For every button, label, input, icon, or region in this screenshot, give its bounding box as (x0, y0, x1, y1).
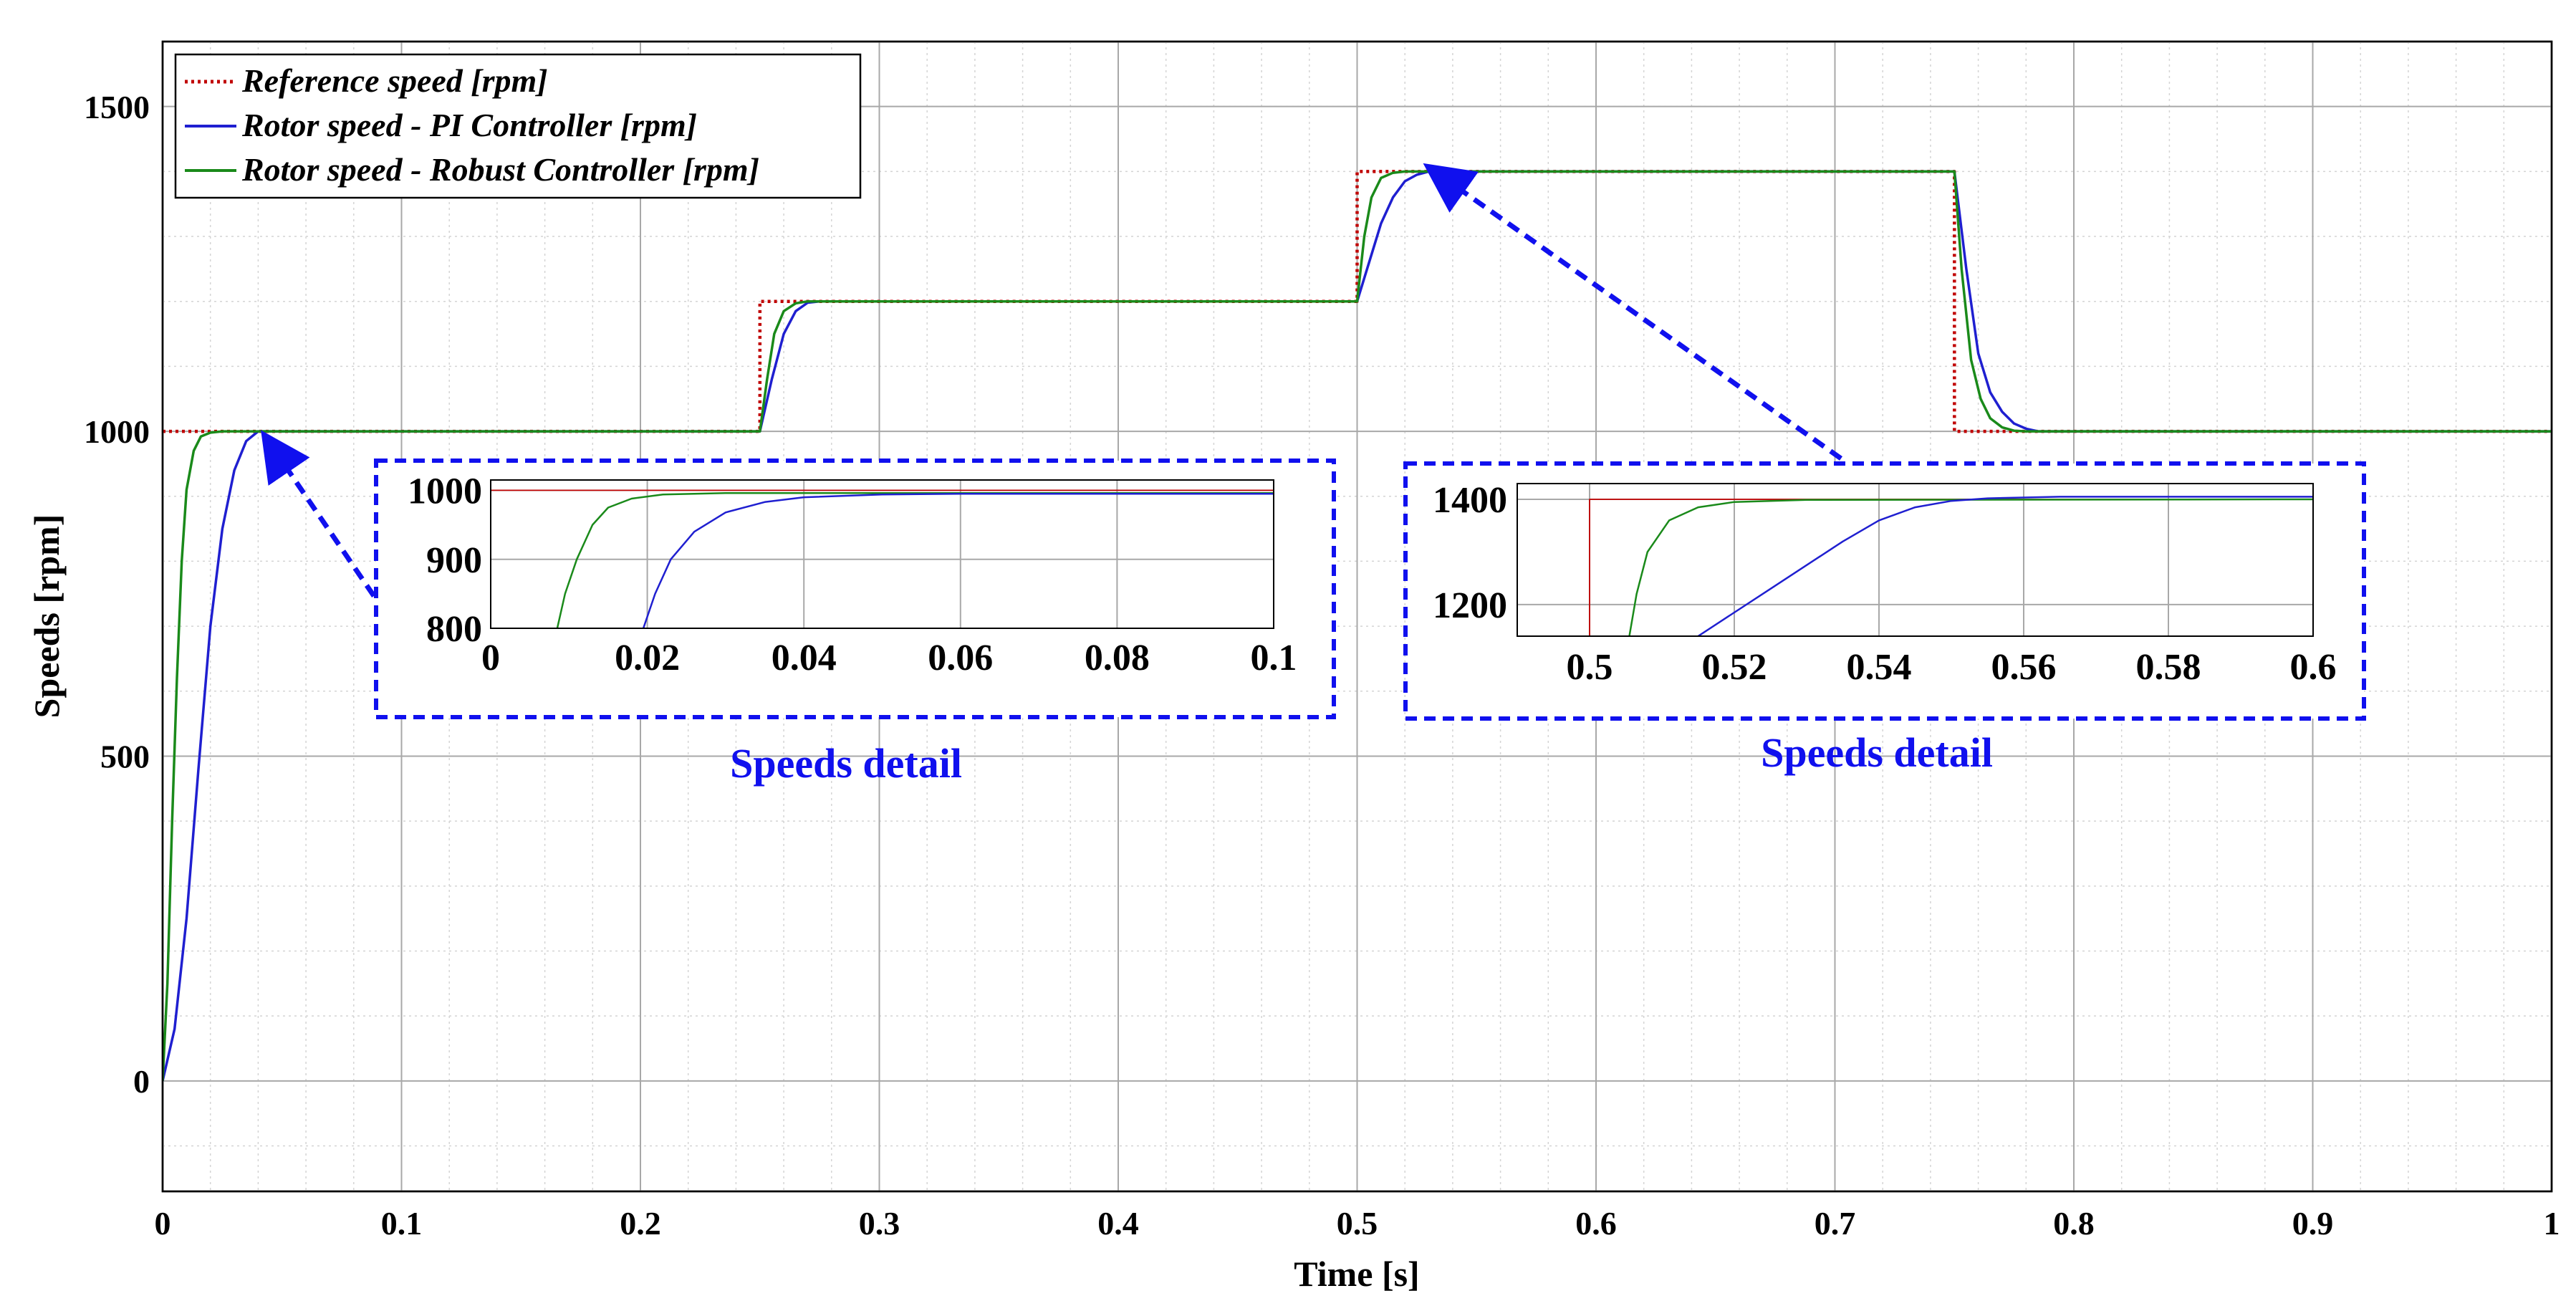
y-tick-label: 800 (426, 609, 482, 650)
legend: Reference speed [rpm] Rotor speed - PI C… (174, 53, 862, 199)
x-tick-label: 0.9 (2292, 1205, 2334, 1242)
x-tick-label: 0.1 (1251, 638, 1297, 678)
inset-left-plot-frame (490, 479, 1274, 629)
inset-left-x-tick-labels: 0 0.02 0.04 0.06 0.08 0.1 (481, 638, 1297, 678)
inset-left-series (491, 489, 1274, 628)
y-tick-label: 900 (426, 540, 482, 581)
main-y-tick-labels: 0 500 1000 1500 (84, 89, 150, 1100)
inset-right: 0.5 0.52 0.54 0.56 0.58 0.6 1200 1400 Speeds d… (1403, 461, 2366, 776)
inset-left-caption: Speeds detail (730, 740, 962, 787)
x-tick-label: 0.58 (2136, 647, 2201, 688)
x-axis-label: Time [s] (1294, 1254, 1419, 1294)
x-tick-label: 0.5 (1567, 647, 1613, 688)
y-tick-label: 1000 (84, 413, 150, 450)
x-tick-label: 0.02 (615, 638, 680, 678)
main-plot-border (161, 40, 2553, 1193)
x-tick-label: 0 (481, 638, 500, 678)
main-series (163, 170, 2552, 1082)
y-tick-label: 1500 (84, 89, 150, 125)
series-line-rotor-speed-robust-controller-rpm (163, 170, 2552, 1081)
x-tick-label: 0.56 (1991, 647, 2057, 688)
y-tick-label: 0 (133, 1063, 150, 1100)
inset-right-plot-border (1517, 483, 2314, 637)
x-tick-label: 0.54 (1847, 647, 1912, 688)
pointer-arrow-right (1423, 163, 1843, 461)
y-tick-label: 1000 (408, 471, 482, 512)
y-tick-label: 1400 (1433, 480, 1507, 521)
y-tick-label: 500 (100, 739, 150, 775)
inset-right-x-tick-labels: 0.5 0.52 0.54 0.56 0.58 0.6 (1567, 647, 2337, 688)
inset-left-plot-border (490, 479, 1274, 629)
legend-box (174, 53, 862, 199)
series-line-rotor-speed-pi-controller-rpm (642, 493, 1274, 628)
x-tick-label: 0.06 (928, 638, 993, 678)
x-tick-label: 0.8 (2053, 1205, 2095, 1242)
pointer-arrow-left (261, 430, 376, 597)
x-tick-label: 0 (155, 1205, 171, 1242)
inset-right-plot-frame (1517, 483, 2314, 637)
x-tick-label: 0.5 (1337, 1205, 1378, 1242)
x-tick-label: 0.7 (1815, 1205, 1856, 1242)
inset-right-y-tick-labels: 1200 1400 (1433, 480, 1507, 626)
y-tick-label: 1200 (1433, 585, 1507, 626)
inset-left-y-tick-labels: 800 900 1000 (408, 471, 482, 650)
series-line-rotor-speed-robust-controller-rpm (556, 492, 1274, 628)
y-axis-label: Speeds [rpm] (27, 514, 67, 719)
series-line-reference-speed-rpm (163, 170, 2552, 433)
x-tick-label: 0.2 (620, 1205, 661, 1242)
x-tick-label: 1 (2544, 1205, 2560, 1242)
legend-label-pi: Rotor speed - PI Controller [rpm] (241, 107, 697, 143)
x-tick-label: 0.04 (772, 638, 837, 678)
series-line-rotor-speed-pi-controller-rpm (1697, 496, 2313, 636)
x-tick-label: 0.6 (2290, 647, 2337, 688)
inset-right-caption: Speeds detail (1761, 729, 1993, 776)
inset-left: 0 0.02 0.04 0.06 0.08 0.1 800 900 1000 Speeds d… (374, 458, 1336, 787)
x-tick-label: 0.52 (1702, 647, 1767, 688)
series-line-rotor-speed-robust-controller-rpm (1628, 498, 2313, 636)
legend-label-reference: Reference speed [rpm] (241, 62, 548, 99)
x-tick-label: 0.4 (1097, 1205, 1139, 1242)
main-x-tick-labels: 0 0.1 0.2 0.3 0.4 0.5 0.6 0.7 0.8 0.9 1 (155, 1205, 2560, 1242)
inset-right-series (1589, 496, 2313, 636)
x-tick-label: 0.6 (1575, 1205, 1617, 1242)
x-tick-label: 0.1 (381, 1205, 423, 1242)
legend-label-robust: Rotor speed - Robust Controller [rpm] (241, 151, 759, 188)
x-tick-label: 0.08 (1085, 638, 1150, 678)
x-tick-label: 0.3 (859, 1205, 900, 1242)
